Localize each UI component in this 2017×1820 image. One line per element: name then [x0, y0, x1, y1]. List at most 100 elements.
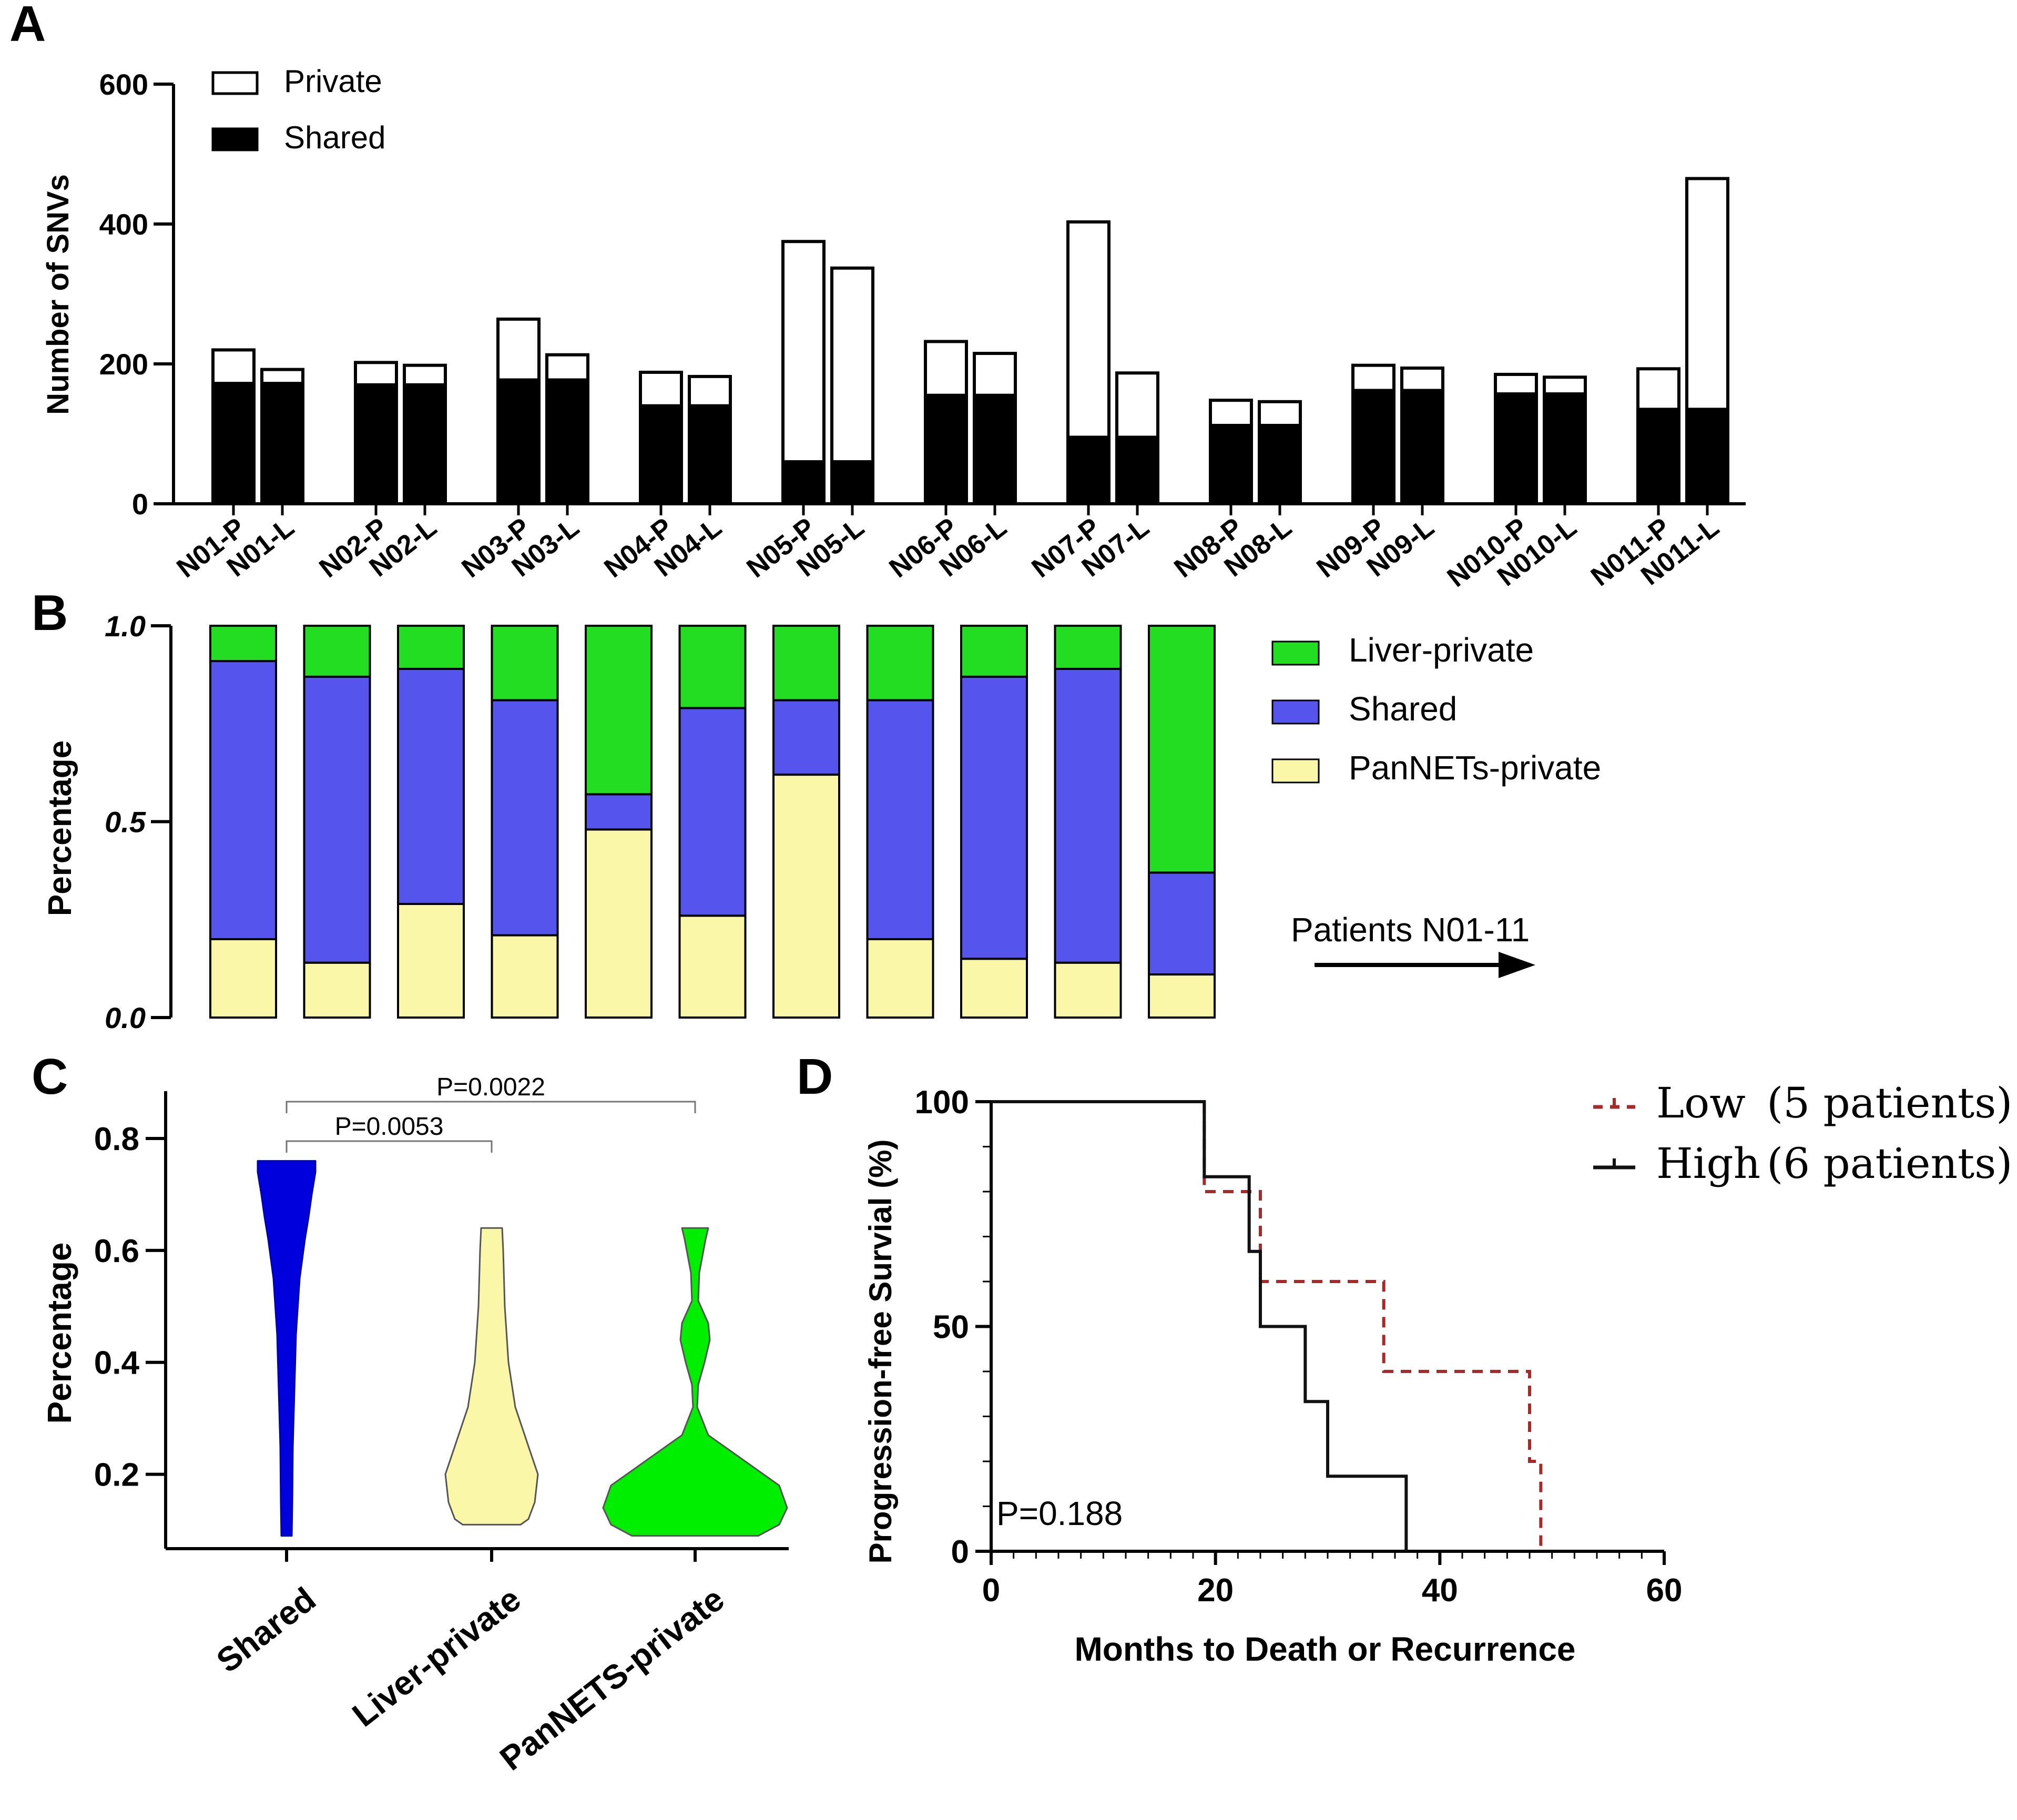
panel-label-c: C [32, 1049, 68, 1105]
violin-pannets-private [602, 1227, 788, 1537]
panel-label-d: D [797, 1049, 833, 1105]
bar-shared [781, 460, 826, 506]
bar-segment-liver-private [397, 625, 465, 670]
y-tick-label-b: 0.0 [105, 1001, 146, 1034]
panel-label-a: A [9, 0, 46, 52]
legend-b: Liver-private Shared PanNETs-private [1271, 631, 1601, 787]
y-tick-label-c: 0.2 [94, 1457, 139, 1493]
bar-private [1258, 400, 1302, 428]
y-tick-label-a: 400 [99, 208, 148, 241]
bar-segment-shared [866, 699, 934, 941]
bar-shared [1115, 435, 1159, 506]
bar-private [1209, 399, 1253, 428]
legend-d: Low (5 patients) High (6 patients) [1593, 1079, 2012, 1188]
bar-private [1351, 363, 1395, 392]
x-axis-label-d: Months to Death or Recurrence [1074, 1630, 1575, 1668]
bar-private [1685, 177, 1729, 411]
bar-shared [1258, 424, 1302, 505]
bar-segment-liver-private [960, 625, 1028, 678]
bar-private [354, 361, 398, 387]
bar-private [973, 352, 1017, 397]
bar-private [1636, 367, 1680, 411]
y-axis-label-c: Percentage [40, 1242, 78, 1424]
y-tick-label-a: 200 [99, 348, 148, 381]
bar-shared [639, 404, 683, 505]
bar-shared [1400, 389, 1444, 505]
y-tick-label-b: 1.0 [105, 609, 146, 643]
x-tick-label-d: 20 [1197, 1572, 1234, 1609]
bar-private [211, 348, 256, 385]
y-tick-label-b: 0.5 [105, 806, 146, 839]
bar-segment-pannets-private [1054, 961, 1122, 1019]
bar-shared [403, 383, 447, 506]
legend-name-high: High [1656, 1139, 1760, 1188]
bar-private [924, 340, 968, 397]
legend-a: Private Shared [211, 64, 385, 155]
bar-segment-pannets-private [209, 938, 277, 1019]
legend-swatch-shared [211, 127, 259, 151]
bar-segment-pannets-private [397, 902, 465, 1019]
x-tick-label-d: 0 [982, 1572, 1000, 1609]
bar-private [1066, 220, 1111, 439]
bar-shared [688, 404, 732, 505]
legend-label-pannets-private: PanNETs-private [1349, 749, 1601, 787]
panel-a-stacked-bar-chart: Private Shared Number of SNVs 0 200 400 600… [41, 64, 1746, 593]
panel-c-violin-chart: Percentage 0.2 0.4 0.6 0.8 Shared Liver-priva… [40, 1073, 789, 1778]
significance-bracket [286, 1101, 696, 1113]
bar-private [830, 266, 874, 464]
patients-arrow-head [1499, 952, 1535, 978]
legend-label-shared-b: Shared [1349, 690, 1457, 728]
bar-shared [354, 383, 398, 506]
bar-shared [830, 460, 874, 506]
bar-segment-shared [585, 793, 653, 831]
panel-b-percentage-bar-chart: Liver-private Shared PanNETs-private Pat… [42, 609, 1601, 1034]
bar-segment-shared [209, 660, 277, 941]
bar-segment-pannets-private [491, 934, 559, 1019]
bar-private [1494, 372, 1538, 396]
bar-shared [1494, 392, 1538, 505]
legend-swatch-shared-b [1271, 699, 1320, 725]
y-axis-label-b: Percentage [42, 740, 78, 916]
legend-swatch-private [211, 71, 259, 95]
violin-shared [257, 1160, 317, 1537]
panel-label-b: B [32, 585, 68, 641]
significance-bracket [286, 1140, 493, 1153]
bar-segment-liver-private [866, 625, 934, 701]
bar-private [1400, 366, 1444, 392]
bar-segment-liver-private [772, 625, 840, 701]
bar-private [1115, 371, 1159, 439]
bar-shared [1351, 389, 1395, 505]
bar-segment-liver-private [303, 625, 371, 678]
patients-annotation: Patients N01-11 [1291, 911, 1530, 949]
legend-label-private: Private [284, 64, 382, 99]
bar-private [545, 353, 589, 382]
y-axis-label-d: Progression-free Survial (%) [863, 1140, 898, 1564]
legend-swatch-liver-private [1271, 640, 1320, 666]
significance-pvalue: P=0.0053 [335, 1113, 444, 1141]
legend-name-low: Low [1656, 1079, 1746, 1127]
significance-pvalue: P=0.0022 [436, 1073, 545, 1101]
bar-segment-liver-private [491, 625, 559, 701]
y-axis-label-a: Number of SNVs [41, 174, 75, 415]
y-tick-label-d: 50 [933, 1309, 969, 1346]
bar-shared [496, 378, 541, 506]
bar-segment-liver-private [1148, 625, 1216, 874]
bar-segment-shared [491, 699, 559, 937]
bar-segment-liver-private [585, 625, 653, 796]
bar-segment-shared [772, 699, 840, 776]
bar-segment-shared [960, 675, 1028, 960]
bar-private [781, 240, 826, 464]
violin-liver-private [444, 1227, 539, 1526]
bar-shared [924, 393, 968, 505]
bar-segment-pannets-private [1148, 973, 1216, 1019]
bar-segment-shared [397, 667, 465, 905]
bar-shared [1543, 392, 1587, 505]
bar-shared [973, 393, 1017, 505]
bar-shared [1066, 435, 1111, 506]
x-tick-label-c: PanNETS-private [493, 1580, 731, 1777]
bar-segment-pannets-private [303, 961, 371, 1019]
y-tick-label-a: 600 [99, 68, 148, 101]
legend-label-liver-private: Liver-private [1349, 631, 1534, 669]
bar-private [688, 374, 732, 408]
